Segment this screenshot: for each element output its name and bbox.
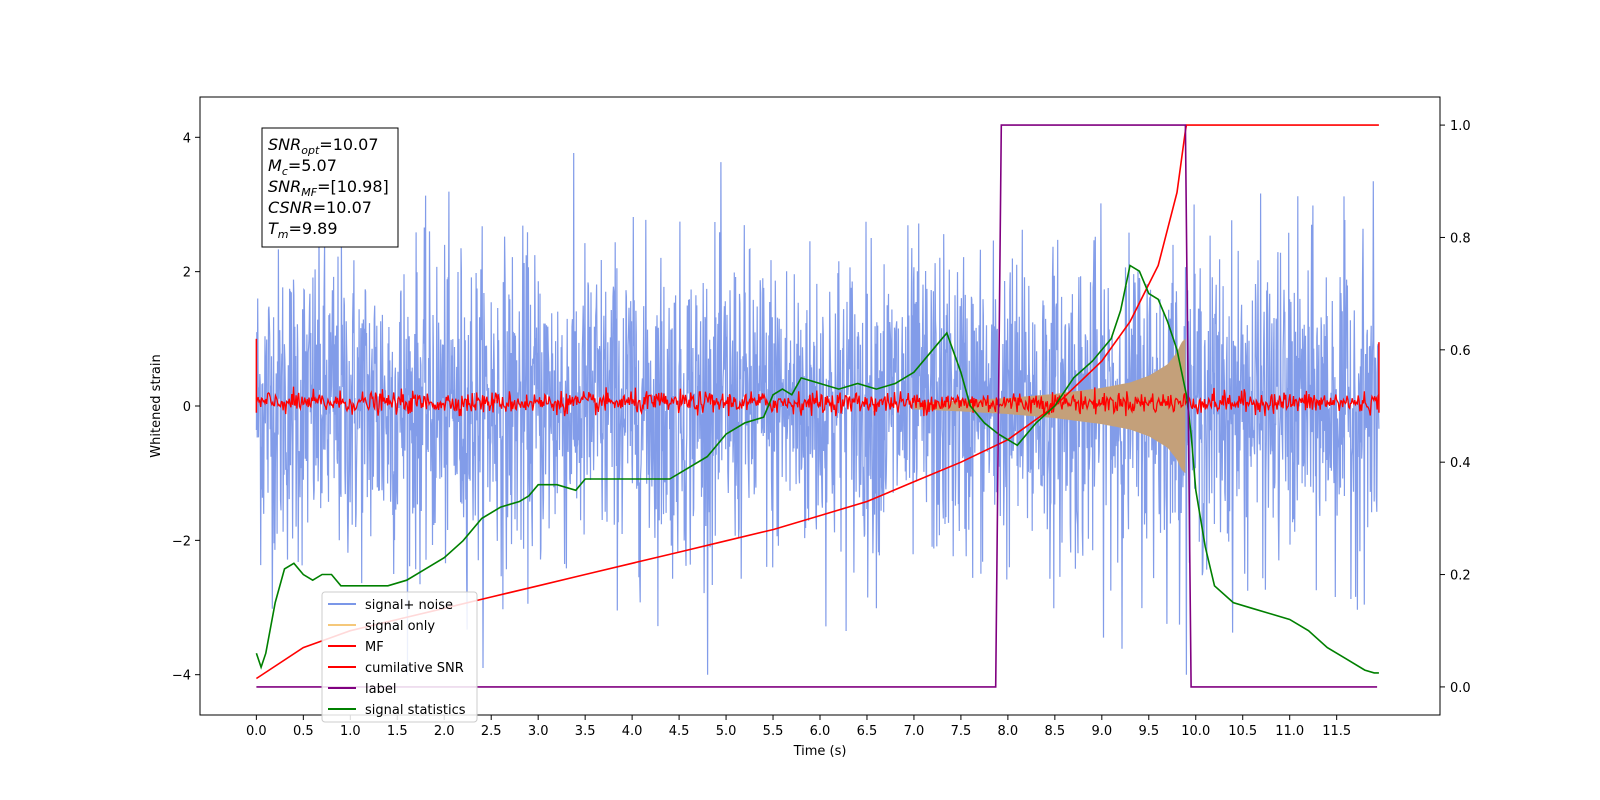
y-tick-label: −2 bbox=[172, 534, 191, 549]
y-tick-label: 0 bbox=[183, 400, 191, 415]
x-axis: 0.0 0.5 1.0 1.5 2.0 2.5 3.0 3.5 4.0 4.5 5.0 5.5 6.0 6… bbox=[246, 715, 1351, 739]
y2-tick-label: 0.8 bbox=[1450, 231, 1471, 246]
x-tick-label: 0.0 bbox=[246, 724, 267, 739]
y2-tick-label: 0.0 bbox=[1450, 681, 1471, 696]
x-tick-label: 8.5 bbox=[1045, 724, 1066, 739]
info-line: Tm=9.89 bbox=[268, 219, 338, 241]
info-line: SNRopt=10.07 bbox=[268, 135, 379, 157]
y2-tick-label: 0.6 bbox=[1450, 344, 1471, 359]
x-tick-label: 6.5 bbox=[857, 724, 878, 739]
x-tick-label: 10.0 bbox=[1181, 724, 1210, 739]
info-line: Mc=5.07 bbox=[268, 156, 337, 178]
x-tick-label: 5.0 bbox=[716, 724, 737, 739]
legend-label: MF bbox=[365, 640, 384, 655]
legend-frame bbox=[321, 591, 478, 723]
info-box: SNRopt=10.07Mc=5.07SNRMF=[10.98]CSNR=10.… bbox=[261, 127, 399, 248]
y2-tick-label: 1.0 bbox=[1450, 119, 1471, 134]
x-axis-label: Time (s) bbox=[793, 744, 847, 759]
series-mf bbox=[255, 386, 1380, 417]
x-tick-label: 6.0 bbox=[810, 724, 831, 739]
x-tick-label: 9.0 bbox=[1091, 724, 1112, 739]
y-tick-label: 2 bbox=[183, 266, 191, 281]
x-tick-label: 10.5 bbox=[1228, 724, 1257, 739]
x-tick-label: 7.5 bbox=[951, 724, 972, 739]
x-tick-label: 3.0 bbox=[528, 724, 549, 739]
y-axis-label: Whitened strain bbox=[149, 354, 164, 457]
legend-label: signal only bbox=[365, 619, 435, 634]
info-line: SNRMF=[10.98] bbox=[268, 177, 389, 199]
legend-label: label bbox=[365, 682, 396, 697]
legend: signal+ noise signal only MF cumilative SNR… bbox=[321, 591, 478, 723]
y2-tick-label: 0.4 bbox=[1450, 456, 1471, 471]
x-tick-label: 8.0 bbox=[998, 724, 1019, 739]
legend-label: signal statistics bbox=[365, 703, 466, 718]
x-tick-label: 2.5 bbox=[481, 724, 502, 739]
series-signal-statistics bbox=[255, 264, 1379, 674]
series-label bbox=[256, 124, 1378, 688]
y-axis-left: 4 2 0 −2 −4 bbox=[172, 131, 200, 684]
x-tick-label: 7.0 bbox=[904, 724, 925, 739]
x-tick-label: 9.5 bbox=[1138, 724, 1159, 739]
y-axis-right: 1.0 0.8 0.6 0.4 0.2 0.0 bbox=[1440, 119, 1471, 696]
x-tick-label: 11.5 bbox=[1322, 724, 1351, 739]
x-tick-label: 1.0 bbox=[340, 724, 361, 739]
legend-label: signal+ noise bbox=[365, 598, 453, 613]
x-tick-label: 4.0 bbox=[622, 724, 643, 739]
x-tick-label: 4.5 bbox=[669, 724, 690, 739]
x-tick-label: 3.5 bbox=[575, 724, 596, 739]
plot-area bbox=[255, 124, 1380, 688]
x-tick-label: 11.0 bbox=[1275, 724, 1304, 739]
series-signal-noise bbox=[255, 152, 1380, 675]
x-tick-label: 5.5 bbox=[763, 724, 784, 739]
y-tick-label: −4 bbox=[172, 669, 191, 684]
x-tick-label: 0.5 bbox=[293, 724, 314, 739]
legend-label: cumilative SNR bbox=[365, 661, 464, 676]
x-tick-label: 2.0 bbox=[434, 724, 455, 739]
x-tick-label: 1.5 bbox=[387, 724, 408, 739]
y-tick-label: 4 bbox=[183, 131, 191, 146]
info-line: CSNR=10.07 bbox=[268, 198, 372, 217]
info-box-frame bbox=[261, 127, 399, 248]
y2-tick-label: 0.2 bbox=[1450, 569, 1471, 584]
